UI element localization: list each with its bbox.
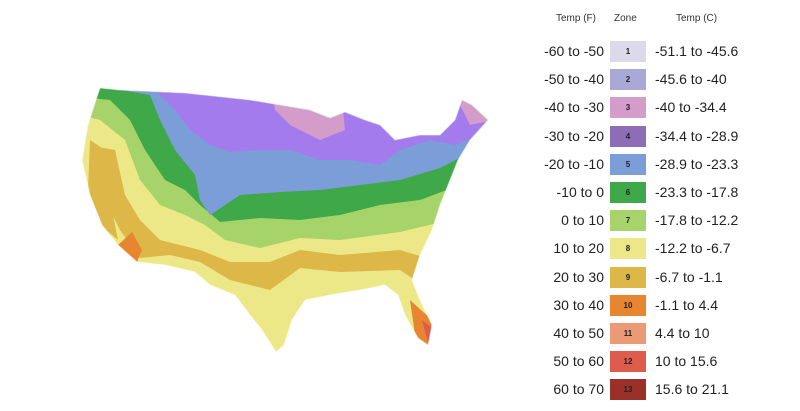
hardiness-zone-map [81,87,489,353]
temp-f-range: -10 to 0 [556,184,604,200]
legend-row: -50 to -40 2 -45.6 to -40 [520,68,800,92]
temp-c-range: -12.2 to -6.7 [655,240,731,257]
zone-swatch: 7 [610,210,646,232]
temp-c-range: -45.6 to -40 [655,71,727,88]
header-zone: Zone [614,13,637,24]
legend-row: 0 to 10 7 -17.8 to -12.2 [520,209,800,233]
header-temp-f: Temp (F) [556,13,596,24]
zone-swatch: 4 [610,125,646,147]
temp-f-range: -50 to -40 [544,71,604,88]
zone-swatch: 6 [610,182,646,203]
temp-c-range: 4.4 to 10 [655,325,710,341]
zone-swatch: 9 [610,266,646,288]
zone-swatch: 3 [610,97,646,119]
temp-c-range: -23.3 to -17.8 [655,184,739,200]
legend-row: 40 to 50 11 4.4 to 10 [520,322,800,346]
temp-c-range: -17.8 to -12.2 [655,212,739,229]
temp-f-range: -40 to -30 [544,99,604,116]
temp-f-range: -20 to -10 [544,155,604,172]
temp-f-range: 0 to 10 [561,212,604,229]
legend-row: 10 to 20 8 -12.2 to -6.7 [520,237,800,261]
zone-swatch: 8 [610,238,646,260]
temp-f-range: 60 to 70 [553,381,604,398]
legend-row: 60 to 70 13 15.6 to 21.1 [520,378,800,402]
zone-swatch: 12 [610,351,646,373]
temp-c-range: 15.6 to 21.1 [655,381,729,398]
legend-row: 30 to 40 10 -1.1 to 4.4 [520,294,800,318]
zone-swatch: 2 [610,69,646,91]
zone-10-socal [118,232,142,262]
temp-c-range: -51.1 to -45.6 [655,43,739,59]
temp-f-range: -60 to -50 [544,43,604,59]
legend-row: -60 to -50 1 -51.1 to -45.6 [520,40,800,64]
temp-c-range: -34.4 to -28.9 [655,127,739,144]
legend-row: -10 to 0 6 -23.3 to -17.8 [520,181,800,205]
zone-swatch: 10 [610,294,646,316]
temp-c-range: -28.9 to -23.3 [655,155,739,172]
legend-row: -40 to -30 3 -40 to -34.4 [520,96,800,120]
legend-row: 50 to 60 12 10 to 15.6 [520,350,800,374]
temp-f-range: 50 to 60 [553,353,604,370]
zone-swatch: 5 [610,153,646,175]
temp-f-range: 30 to 40 [553,296,604,313]
temp-c-range: -1.1 to 4.4 [655,296,719,313]
temp-f-range: 10 to 20 [553,240,604,257]
temp-c-range: 10 to 15.6 [655,353,718,370]
legend-row: -30 to -20 4 -34.4 to -28.9 [520,125,800,149]
legend-row: 20 to 30 9 -6.7 to -1.1 [520,266,800,290]
legend-row: -20 to -10 5 -28.9 to -23.3 [520,153,800,177]
temp-c-range: -6.7 to -1.1 [655,268,723,285]
header-temp-c: Temp (C) [676,13,718,24]
zone-swatch: 1 [610,41,646,62]
zone-swatch: 13 [610,379,646,401]
temp-c-range: -40 to -34.4 [655,99,727,116]
temp-f-range: -30 to -20 [544,127,604,144]
us-outline [81,87,489,353]
zone-swatch: 11 [610,323,646,344]
zone-10-florida [410,300,432,350]
temp-f-range: 20 to 30 [553,268,604,285]
temp-f-range: 40 to 50 [553,325,604,341]
zone-9-california [88,140,118,240]
